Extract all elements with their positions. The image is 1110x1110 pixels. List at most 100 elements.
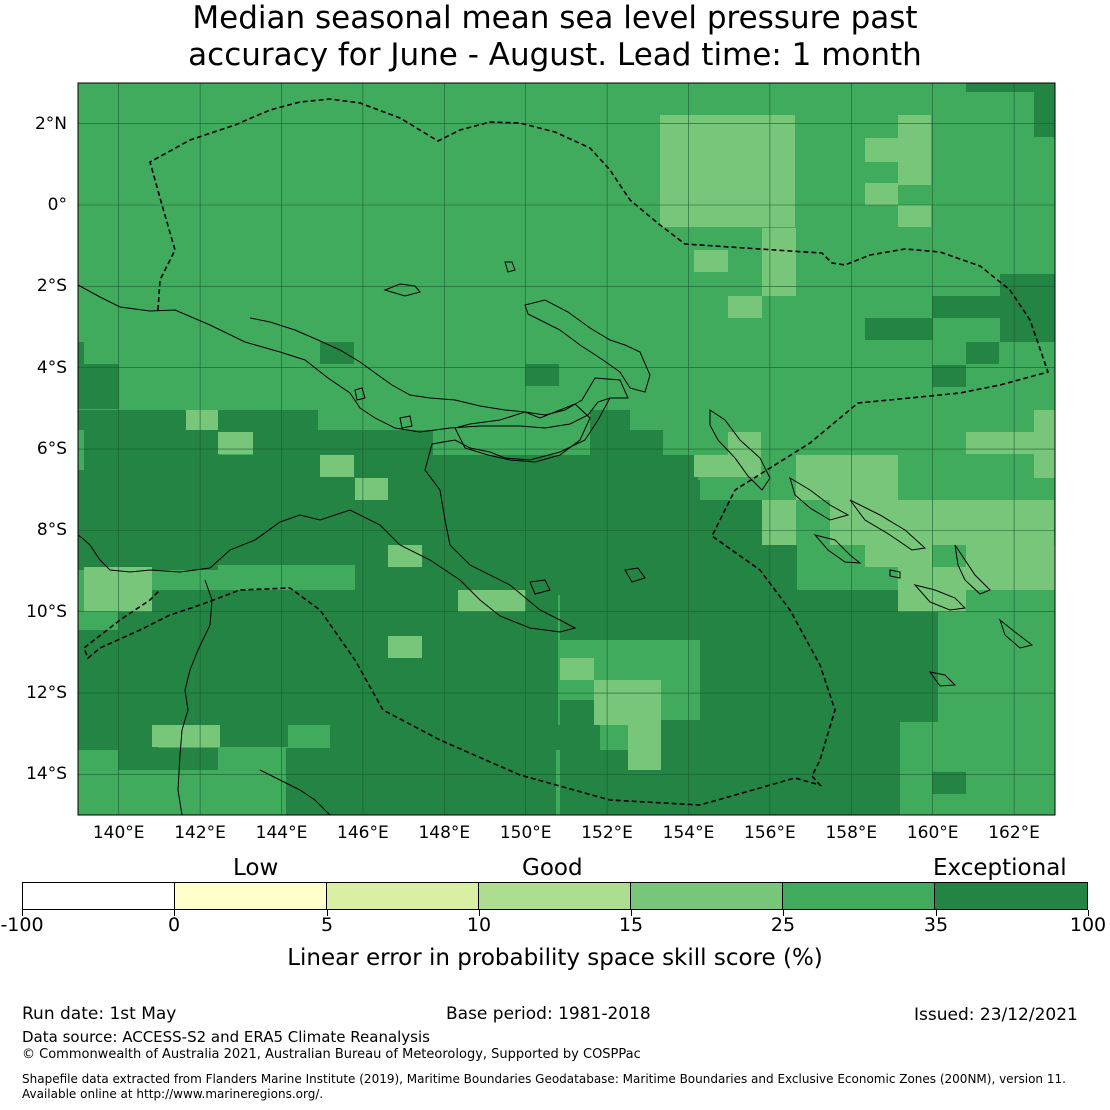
longitude-label: 158°E	[825, 823, 878, 843]
latitude-label: 4°S	[36, 357, 67, 378]
latitude-label: 10°S	[26, 601, 67, 622]
run-date: Run date: 1st May	[22, 1004, 177, 1024]
colorbar-tick-mark	[783, 910, 784, 916]
skill-cell	[865, 183, 898, 205]
skill-cell	[458, 590, 526, 612]
colorbar-tick-mark	[22, 910, 23, 916]
latitude-label: 2°N	[34, 113, 67, 134]
skill-cell	[78, 410, 218, 430]
skill-cell	[630, 770, 670, 815]
latitude-label: 2°S	[36, 276, 67, 297]
colorbar-tick-mark	[327, 910, 328, 916]
skill-cell	[625, 480, 695, 500]
colorbar-tick-label: 25	[770, 914, 796, 936]
skill-cell	[898, 115, 931, 185]
skill-cell	[600, 750, 630, 815]
skill-cell	[966, 545, 1055, 590]
skill-cell	[78, 470, 218, 570]
skill-cell	[1034, 410, 1055, 478]
skill-cell	[694, 455, 728, 477]
skill-cell	[78, 364, 119, 409]
skill-cell	[1000, 274, 1055, 342]
category-low: Low	[233, 855, 279, 881]
longitude-label: 154°E	[662, 823, 715, 843]
longitude-label: 144°E	[255, 823, 308, 843]
skill-cell	[628, 725, 661, 770]
colorbar-segment	[23, 883, 175, 909]
title-line-2: accuracy for June - August. Lead time: 1…	[188, 37, 922, 73]
skill-cell	[78, 342, 84, 364]
skill-cell	[966, 342, 999, 364]
new-guinea-north-coast	[78, 284, 629, 433]
category-exceptional: Exceptional	[933, 855, 1067, 881]
colorbar	[22, 882, 1088, 910]
colorbar-tick-mark	[479, 910, 480, 916]
colorbar-tick-label: 15	[618, 914, 644, 936]
skill-cell	[762, 500, 796, 545]
latitude-label: 6°S	[36, 439, 67, 460]
skill-cell	[78, 630, 558, 725]
skill-cell	[932, 296, 1000, 318]
skill-cell	[625, 430, 663, 460]
skill-cell	[525, 364, 559, 386]
new-ireland	[454, 403, 591, 463]
skill-cell	[594, 680, 661, 725]
skill-cell	[762, 545, 797, 590]
skill-cell	[590, 410, 630, 480]
skill-cell	[218, 410, 318, 432]
solomon-islands	[789, 476, 1034, 649]
skill-cell	[186, 410, 218, 430]
longitude-label: 150°E	[499, 823, 552, 843]
colorbar-tick-label: 5	[320, 914, 334, 936]
colorbar-tick-label: 100	[1069, 914, 1107, 936]
colorbar-segment	[479, 883, 631, 909]
skill-cell	[728, 296, 762, 318]
copyright: © Commonwealth of Australia 2021, Austra…	[22, 1047, 641, 1062]
skill-cell	[966, 83, 1055, 92]
bougainville	[709, 409, 771, 491]
data-source: Data source: ACCESS-S2 and ERA5 Climate …	[22, 1028, 430, 1046]
skill-cell	[660, 115, 795, 227]
png-eez-boundary	[83, 98, 1050, 806]
skill-cell	[865, 545, 932, 567]
longitude-label: 140°E	[92, 823, 145, 843]
colorbar-segment	[935, 883, 1087, 909]
skill-cell	[320, 342, 354, 364]
skill-cell	[355, 478, 388, 500]
skill-cell	[84, 567, 152, 612]
colorbar-tick-label: -100	[0, 914, 44, 936]
issued-date: Issued: 23/12/2021	[914, 1005, 1078, 1025]
new-guinea-south-coast	[78, 397, 611, 633]
category-good: Good	[522, 855, 583, 881]
colorbar-tick-label: 35	[923, 914, 949, 936]
colorbar-tick-mark	[174, 910, 175, 916]
skill-cell	[932, 365, 966, 387]
skill-cell	[152, 725, 220, 747]
skill-map	[77, 82, 1056, 816]
skill-cell	[388, 636, 422, 658]
australia-cape-york	[177, 579, 331, 815]
latitude-label: 8°S	[36, 520, 67, 541]
new-britain	[524, 299, 651, 393]
map-title: Median seasonal mean sea level pressure …	[0, 0, 1110, 74]
colorbar-tick-label: 10	[466, 914, 492, 936]
colorbar-segment	[175, 883, 327, 909]
skill-cell	[330, 725, 560, 750]
skill-cell	[830, 500, 932, 545]
longitude-label: 162°E	[988, 823, 1040, 843]
colorbar-segment	[631, 883, 783, 909]
skill-cell	[320, 432, 430, 457]
small-islands	[354, 261, 957, 687]
skill-cell	[218, 432, 253, 454]
shapefile-credit-line-1: Shapefile data extracted from Flanders M…	[22, 1072, 1066, 1086]
skill-cell	[388, 545, 422, 567]
colorbar-tick-mark	[1088, 910, 1089, 916]
skill-cell	[796, 590, 865, 612]
longitude-label: 146°E	[337, 823, 389, 843]
skill-cell	[966, 432, 1055, 454]
longitude-label: 156°E	[744, 823, 796, 843]
longitude-label: 160°E	[906, 823, 959, 843]
skill-cell	[660, 720, 900, 815]
skill-cell	[560, 590, 930, 640]
skill-cell	[218, 725, 288, 747]
